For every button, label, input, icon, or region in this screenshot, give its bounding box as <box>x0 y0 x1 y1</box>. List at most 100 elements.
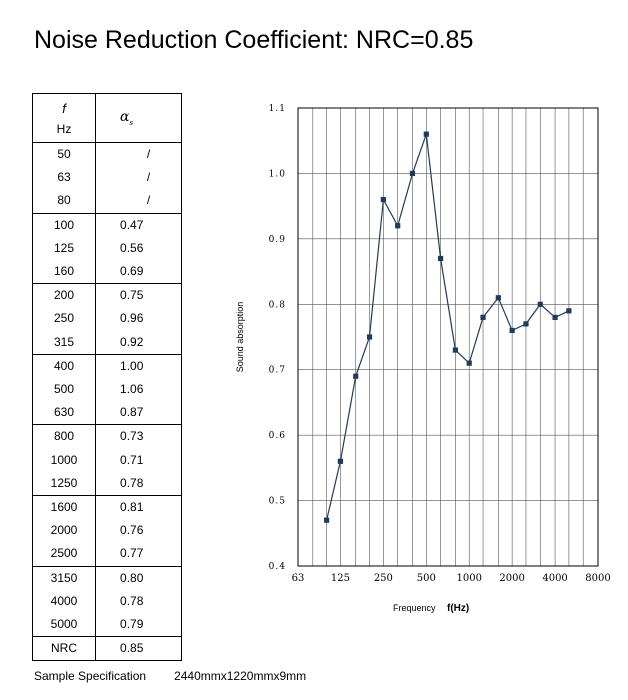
table-row: 63/ <box>31 166 182 190</box>
frequency-cell: 400 <box>31 353 97 379</box>
spec-value: 2440mmx1220mmx9mm <box>174 669 307 683</box>
frequency-unit: Hz <box>56 121 72 136</box>
frequency-cell: 4000 <box>31 589 97 614</box>
table-row: 500 1.06 <box>31 378 182 402</box>
frequency-cell: 125 <box>31 236 97 261</box>
frequency-cell: 800 <box>31 424 97 449</box>
frequency-cell: 630 <box>31 401 97 425</box>
data-point <box>380 197 386 203</box>
absorption-cell: 0.77 <box>95 542 182 567</box>
absorption-cell: 0.71 <box>95 448 182 472</box>
data-point <box>409 170 416 177</box>
absorption-cell: 0.79 <box>95 613 182 637</box>
table-row: 315 0.92 <box>31 330 182 355</box>
frequency-cell: 1600 <box>31 495 97 520</box>
y-tick-label: 0.9 <box>269 235 286 245</box>
table-row: 250 0.96 <box>31 307 182 331</box>
sample-specification: Sample Specification 2440mmx1220mmx9mm <box>34 669 306 683</box>
frequency-header: f Hz <box>31 93 97 143</box>
table-row: 1000 0.71 <box>31 448 182 472</box>
frequency-cell: 50 <box>31 142 97 167</box>
data-point <box>337 458 344 464</box>
data-point <box>495 295 501 301</box>
absorption-cell: 0.76 <box>95 519 182 543</box>
table-row: 125 0.56 <box>31 236 182 261</box>
absorption-cell: 0.80 <box>95 565 182 590</box>
data-point <box>552 314 558 320</box>
data-point <box>438 255 444 262</box>
data-point <box>324 517 330 523</box>
table-row: 800 0.73 <box>31 424 182 449</box>
absorption-cell: 0.78 <box>95 589 182 614</box>
data-point <box>566 308 572 314</box>
table-row: 2000 0.76 <box>31 519 182 543</box>
frequency-cell: 100 <box>31 212 97 237</box>
frequency-cell: 80 <box>31 189 97 214</box>
data-point <box>395 223 401 229</box>
data-point <box>452 347 458 353</box>
table-row: 80/ <box>31 189 182 214</box>
table-row: 2500 0.77 <box>31 542 182 567</box>
absorption-cell: 0.56 <box>95 236 182 261</box>
frequency-cell: 160 <box>31 260 97 284</box>
y-tick-label: 0.8 <box>269 300 286 310</box>
page-title: Noise Reduction Coefficient: NRC=0.85 <box>34 26 474 54</box>
y-tick-label: 0.5 <box>269 497 286 507</box>
frequency-cell: 2500 <box>31 542 97 567</box>
x-tick-label: 500 <box>417 573 436 584</box>
data-point <box>423 131 429 137</box>
x-tick-label: 125 <box>331 573 350 584</box>
table-row: 200 0.75 <box>31 283 182 308</box>
frequency-cell: 3150 <box>31 565 97 590</box>
spec-label: Sample Specification <box>34 669 147 683</box>
table-row: 3150 0.80 <box>31 565 182 590</box>
data-point <box>366 334 373 340</box>
frequency-cell: 500 <box>31 378 97 402</box>
frequency-symbol: f <box>62 100 66 116</box>
table-row: 160 0.69 <box>31 260 182 284</box>
frequency-cell: 250 <box>31 307 97 331</box>
x-axis-unit: f(Hz) <box>447 603 469 614</box>
data-point <box>509 327 515 334</box>
x-axis-label: Frequency <box>393 603 436 613</box>
table-header-row: f Hz αs <box>31 93 182 143</box>
absorption-cell: 1.06 <box>95 378 182 402</box>
absorption-cell: / <box>95 166 182 190</box>
data-point <box>480 314 486 320</box>
absorption-cell: / <box>95 189 182 214</box>
frequency-cell: 63 <box>31 166 97 190</box>
absorption-cell: 0.75 <box>95 283 182 308</box>
absorption-cell: 0.73 <box>95 424 182 449</box>
absorption-cell: 0.96 <box>95 307 182 331</box>
x-tick-label: 8000 <box>585 573 610 584</box>
x-tick-label: 1000 <box>456 573 481 584</box>
frequency-cell: 2000 <box>31 519 97 543</box>
y-axis-label: Sound absorption <box>235 302 245 373</box>
absorption-table: f Hz αs 50/63/80/100 0.47 125 0.56 160 0.69 20… <box>31 93 182 662</box>
data-point <box>353 373 359 379</box>
data-point <box>537 301 543 307</box>
frequency-cell: 1250 <box>31 471 97 496</box>
y-tick-label: 0.4 <box>269 562 286 572</box>
table-row: 100 0.47 <box>31 212 182 237</box>
absorption-cell: 0.92 <box>95 330 182 355</box>
series-line <box>326 134 570 521</box>
frequency-cell: 1000 <box>31 448 97 472</box>
absorption-cell: 0.47 <box>95 212 182 237</box>
x-tick-label: 2000 <box>499 573 524 584</box>
x-tick-label: 250 <box>374 573 393 584</box>
table-row: 1600 0.81 <box>31 495 182 520</box>
x-tick-label: 63 <box>292 573 305 584</box>
table-row: 630 0.87 <box>31 401 182 425</box>
absorption-cell: / <box>95 142 182 167</box>
table-row: 5000 0.79 <box>31 613 182 637</box>
absorption-cell: 0.78 <box>95 471 182 496</box>
table-row: 50/ <box>31 142 182 167</box>
absorption-cell: 0.85 <box>95 636 182 662</box>
frequency-cell: 5000 <box>31 613 97 637</box>
absorption-cell: 0.87 <box>95 401 182 425</box>
alpha-header: αs <box>95 93 182 143</box>
table-row: 4000 0.78 <box>31 589 182 614</box>
table-row: 400 1.00 <box>31 353 182 379</box>
